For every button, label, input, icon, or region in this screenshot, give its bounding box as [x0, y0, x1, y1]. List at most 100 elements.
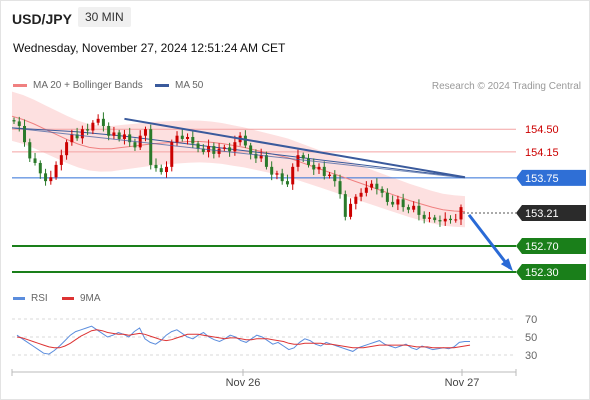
- candle-body: [370, 183, 374, 188]
- candle-body: [143, 129, 147, 136]
- level-tag-153.75: [516, 169, 586, 186]
- legend-rsi-ma: 9MA: [62, 293, 101, 304]
- candle-body: [17, 121, 21, 126]
- x-axis: Nov 26 Nov 27: [11, 369, 517, 389]
- candle-body: [296, 155, 300, 167]
- rsi-ma-line: [16, 329, 471, 349]
- rsi-panel: 70 50 30: [12, 314, 537, 362]
- candle-body: [159, 168, 163, 173]
- candle-body: [333, 174, 337, 182]
- candle-body: [170, 142, 174, 167]
- candle-body: [23, 125, 27, 143]
- ma20-line: [11, 115, 466, 213]
- candle-body: [291, 166, 295, 185]
- projection-arrow-shaft: [467, 213, 512, 270]
- candle-body: [122, 134, 126, 139]
- x-tick-label: Nov 27: [445, 377, 480, 389]
- legend-ma20: MA 20 + Bollinger Bands: [13, 80, 143, 91]
- candle-body: [249, 145, 253, 154]
- trendlines: [11, 117, 513, 272]
- candle-body: [128, 134, 132, 143]
- candle-body: [96, 118, 100, 123]
- candle-body: [186, 137, 190, 139]
- legend-ma50: MA 50: [155, 80, 203, 91]
- candle-body: [385, 192, 389, 202]
- candle-body: [427, 217, 431, 219]
- candle-body: [401, 199, 405, 208]
- candle-body: [201, 148, 205, 152]
- candle-body: [459, 207, 463, 220]
- candle-body: [165, 166, 169, 173]
- candle-body: [75, 134, 79, 139]
- candle-body: [343, 194, 347, 217]
- x-tick-label: Nov 26: [226, 377, 261, 389]
- candle-body: [406, 207, 410, 210]
- candle-body: [191, 137, 195, 144]
- candle-body: [180, 135, 184, 139]
- candle-body: [133, 142, 137, 148]
- rsi-ma-swatch: [62, 296, 74, 300]
- candle-body: [322, 166, 326, 176]
- candle-body: [349, 203, 353, 217]
- level-tag-152.30: [516, 264, 586, 281]
- candle-body: [454, 219, 458, 221]
- candle-body: [443, 218, 447, 222]
- candle-body: [417, 205, 421, 215]
- candle-body: [301, 155, 305, 159]
- candle-body: [338, 181, 342, 195]
- candle-body: [12, 120, 16, 122]
- candle-body: [65, 142, 69, 156]
- candle-body: [396, 199, 400, 205]
- candle-body: [117, 132, 121, 139]
- candles: [12, 112, 463, 227]
- level-label-152.30: 152.30: [525, 267, 559, 279]
- candle-body: [175, 135, 179, 143]
- level-label-154.50: 154.50: [525, 124, 559, 136]
- trend-channel-line: [11, 127, 466, 179]
- rsi-ma-label: 9MA: [80, 293, 101, 304]
- timeframe-badge[interactable]: 30 MIN: [78, 7, 131, 27]
- level-label-154.15: 154.15: [525, 147, 559, 159]
- candle-body: [448, 218, 452, 221]
- legend-rsi: RSI: [13, 293, 48, 304]
- rsi-label: RSI: [31, 293, 48, 304]
- candle-body: [91, 122, 95, 131]
- candle-body: [86, 129, 90, 131]
- rsi-swatch: [13, 296, 25, 300]
- level-tag-152.70: [516, 238, 586, 255]
- rsi-tick-50: 50: [525, 332, 537, 344]
- candle-body: [233, 142, 237, 152]
- candle-body: [264, 155, 268, 167]
- candle-body: [317, 166, 321, 170]
- candle-body: [275, 173, 279, 175]
- symbol-title: USD/JPY: [12, 11, 72, 27]
- bollinger-bands: [12, 91, 465, 228]
- candle-body: [138, 135, 142, 148]
- candle-body: [254, 153, 258, 159]
- candle-body: [375, 183, 379, 189]
- candle-body: [438, 220, 442, 222]
- candle-body: [49, 177, 53, 182]
- downtrend-line: [124, 117, 466, 179]
- candle-body: [54, 164, 58, 178]
- ma20-label: MA 20 + Bollinger Bands: [33, 80, 143, 91]
- timestamp: Wednesday, November 27, 2024 12:51:24 AM…: [13, 41, 286, 55]
- candle-body: [412, 205, 416, 210]
- ma50-label: MA 50: [175, 80, 204, 91]
- candle-body: [217, 148, 221, 154]
- candle-body: [270, 166, 274, 175]
- candle-body: [433, 217, 437, 221]
- candle-body: [44, 173, 48, 182]
- candle-body: [328, 174, 332, 176]
- candle-body: [70, 134, 74, 143]
- candle-body: [228, 147, 232, 152]
- candle-body: [364, 187, 368, 193]
- candle-body: [38, 162, 42, 174]
- candle-body: [149, 129, 153, 165]
- candle-body: [59, 155, 63, 165]
- bollinger-band-area: [12, 91, 465, 228]
- candle-body: [207, 146, 211, 152]
- level-tag-153.21: [516, 204, 586, 221]
- credit-text: Research © 2024 Trading Central: [431, 81, 581, 92]
